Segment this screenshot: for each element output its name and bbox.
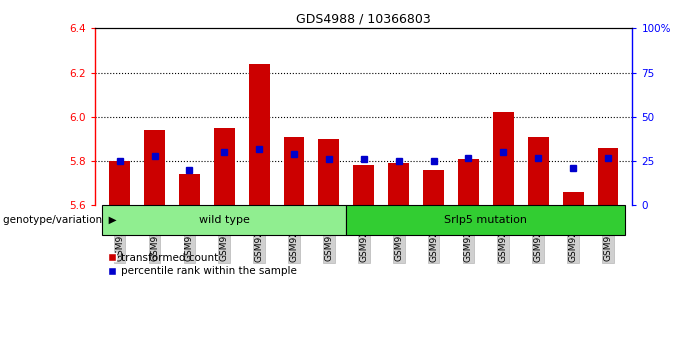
Text: Srlp5 mutation: Srlp5 mutation — [445, 215, 528, 225]
Bar — [318, 139, 339, 205]
Bar — [528, 137, 549, 205]
Bar — [598, 148, 618, 205]
Bar — [284, 137, 305, 205]
Title: GDS4988 / 10366803: GDS4988 / 10366803 — [296, 13, 431, 26]
Legend: transformed count, percentile rank within the sample: transformed count, percentile rank withi… — [107, 253, 296, 276]
Bar — [179, 174, 200, 205]
Bar — [249, 64, 269, 205]
Bar — [562, 192, 583, 205]
Text: wild type: wild type — [199, 215, 250, 225]
Bar — [144, 130, 165, 205]
Bar — [458, 159, 479, 205]
Bar — [493, 113, 514, 205]
Bar — [214, 128, 235, 205]
Text: genotype/variation  ▶: genotype/variation ▶ — [3, 215, 117, 225]
Bar — [109, 161, 130, 205]
Bar — [423, 170, 444, 205]
Bar — [354, 165, 374, 205]
Bar — [388, 163, 409, 205]
